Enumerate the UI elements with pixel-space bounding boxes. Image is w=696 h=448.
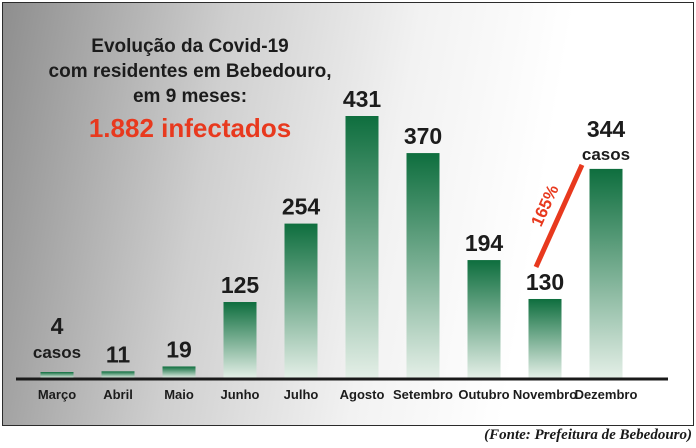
bar-setembro [406, 153, 440, 378]
bar-junho [223, 302, 257, 378]
bar-julho [284, 223, 318, 378]
bar-março [40, 372, 74, 378]
data-label: 11 [106, 341, 131, 367]
x-tick-label: Junho [221, 387, 260, 402]
data-label: 194 [465, 230, 504, 256]
x-tick-label: Setembro [393, 387, 453, 402]
x-tick-label: Agosto [340, 387, 385, 402]
bar-agosto [345, 116, 379, 378]
x-tick-label: Novembro [513, 387, 577, 402]
data-label: 370 [404, 123, 442, 149]
x-tick-label: Julho [284, 387, 319, 402]
data-label: 19 [166, 336, 192, 362]
x-tick-label: Abril [103, 387, 133, 402]
data-unit-label: casos [33, 343, 81, 362]
bar-novembro [528, 298, 562, 378]
x-tick-label: Outubro [458, 387, 509, 402]
bar-dezembro [589, 168, 623, 378]
bar-abril [101, 371, 135, 378]
bar-maio [162, 366, 196, 378]
headline-line-3: em 9 meses: [132, 86, 248, 107]
x-tick-label: Maio [164, 387, 194, 402]
x-tick-label: Março [38, 387, 76, 402]
headline-total-infected: 1.882 infectados [88, 113, 292, 143]
data-label: 344 [587, 116, 626, 142]
x-tick-label: Dezembro [575, 387, 638, 402]
headline-line-2: com residentes em Bebedouro, [48, 61, 332, 82]
source-credit: (Fonte: Prefeitura de Bebedouro) [484, 427, 692, 443]
data-label: 254 [282, 194, 321, 220]
data-label: 431 [343, 86, 382, 112]
data-label: 4 [51, 313, 64, 339]
data-unit-label: casos [582, 145, 630, 164]
headline-line-1: Evolução da Covid-19 [91, 36, 289, 57]
bar-outubro [467, 260, 501, 378]
data-label: 125 [221, 272, 260, 298]
growth-arrow-line [533, 163, 585, 269]
chart-headline: Evolução da Covid-19 com residentes em B… [40, 34, 340, 144]
data-label: 130 [526, 269, 564, 295]
